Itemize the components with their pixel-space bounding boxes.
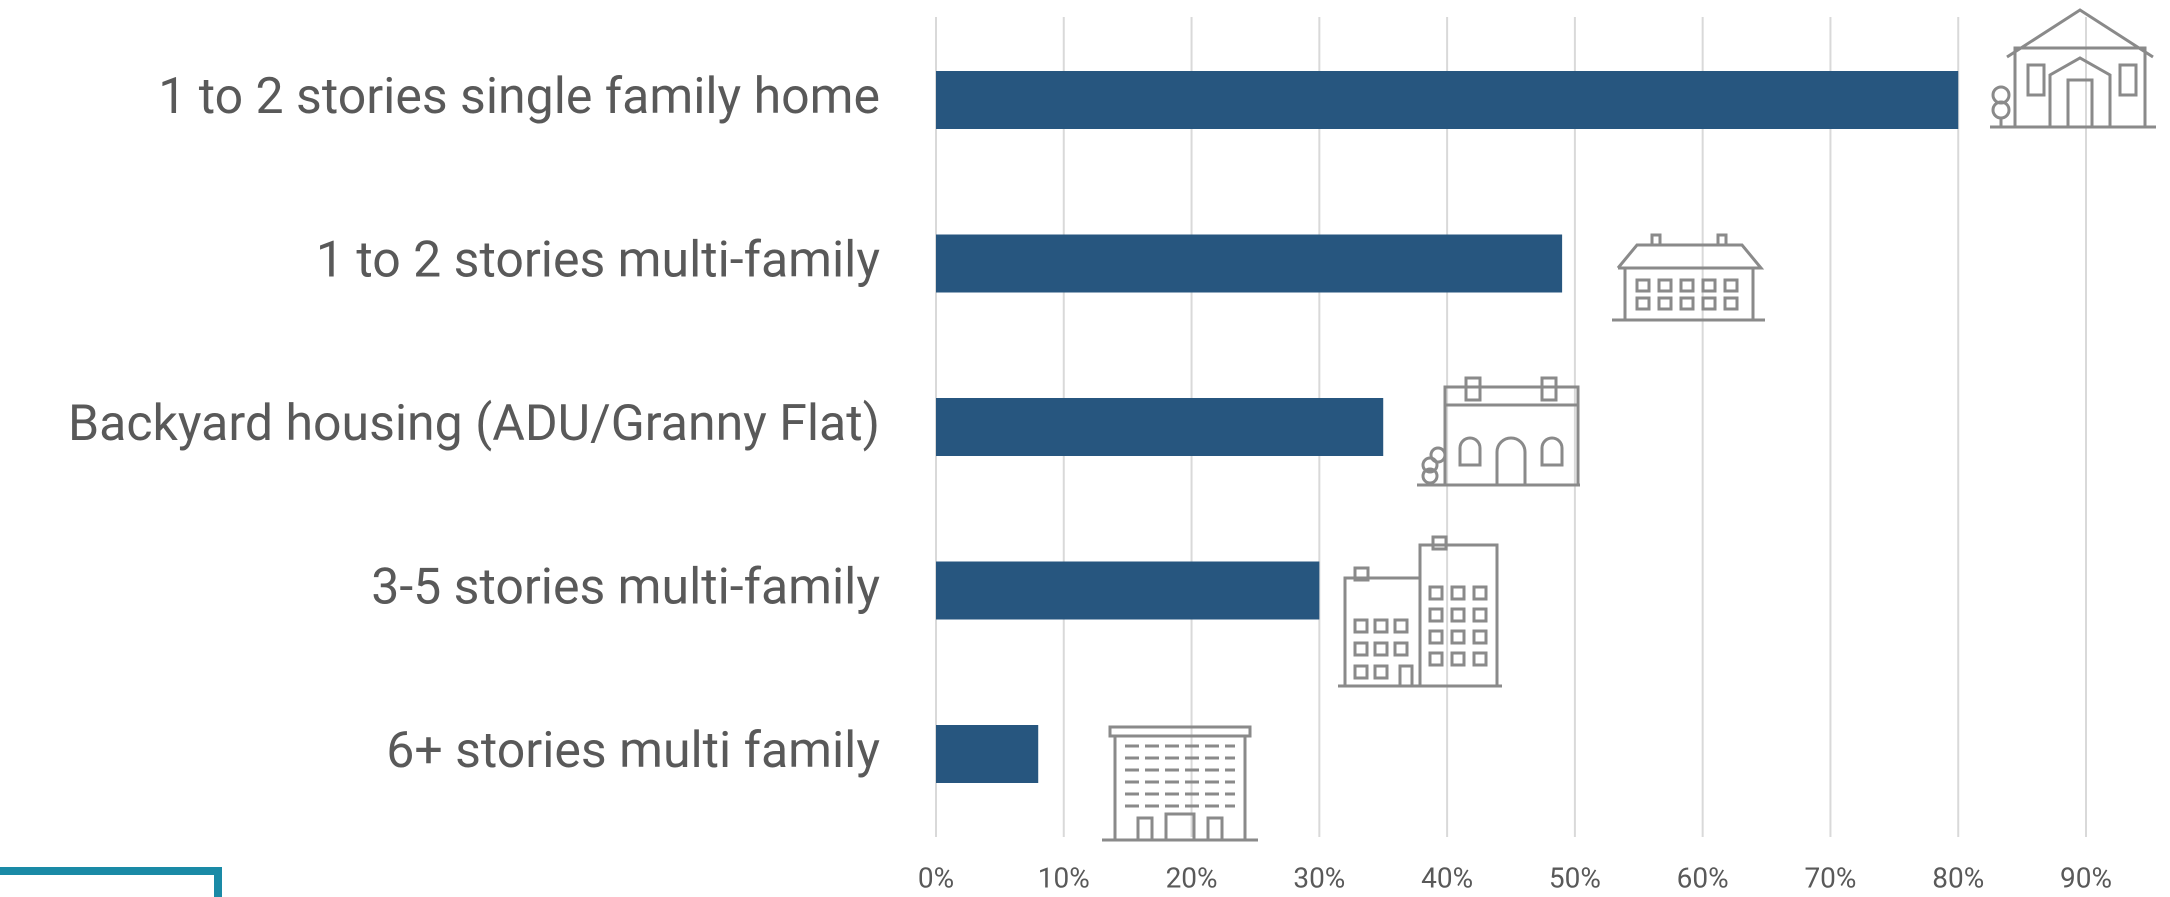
corner-frame	[0, 867, 222, 897]
bar	[936, 234, 1563, 293]
x-tick-label: 30%	[1293, 861, 1345, 894]
bar	[936, 71, 1959, 129]
x-tick-label: 70%	[1804, 861, 1856, 894]
x-tick-label: 10%	[1038, 861, 1090, 894]
x-tick-label: 20%	[1166, 861, 1218, 894]
house-icon	[1990, 8, 2156, 129]
x-tick-label: 50%	[1549, 861, 1601, 894]
y-tick-label: 1 to 2 stories single family home	[158, 68, 880, 126]
bar	[936, 725, 1039, 783]
highrise-icon	[1102, 725, 1258, 842]
y-tick-label: 3-5 stories multi-family	[371, 559, 880, 617]
bar	[936, 561, 1320, 620]
x-tick-label: 90%	[2060, 861, 2112, 894]
x-tick-label: 40%	[1421, 861, 1473, 894]
bar	[936, 398, 1384, 456]
midrise-icon	[1338, 535, 1502, 688]
x-tick-label: 80%	[1932, 861, 1984, 894]
multifamily-icon	[1612, 233, 1765, 322]
y-tick-label: Backyard housing (ADU/Granny Flat)	[68, 395, 880, 453]
x-tick-label: 60%	[1677, 861, 1729, 894]
y-tick-label: 1 to 2 stories multi-family	[316, 232, 880, 290]
x-tick-label: 0%	[918, 861, 954, 894]
adu-icon	[1417, 376, 1580, 487]
grid-layer	[935, 17, 2087, 837]
y-tick-label: 6+ stories multi family	[386, 722, 880, 780]
